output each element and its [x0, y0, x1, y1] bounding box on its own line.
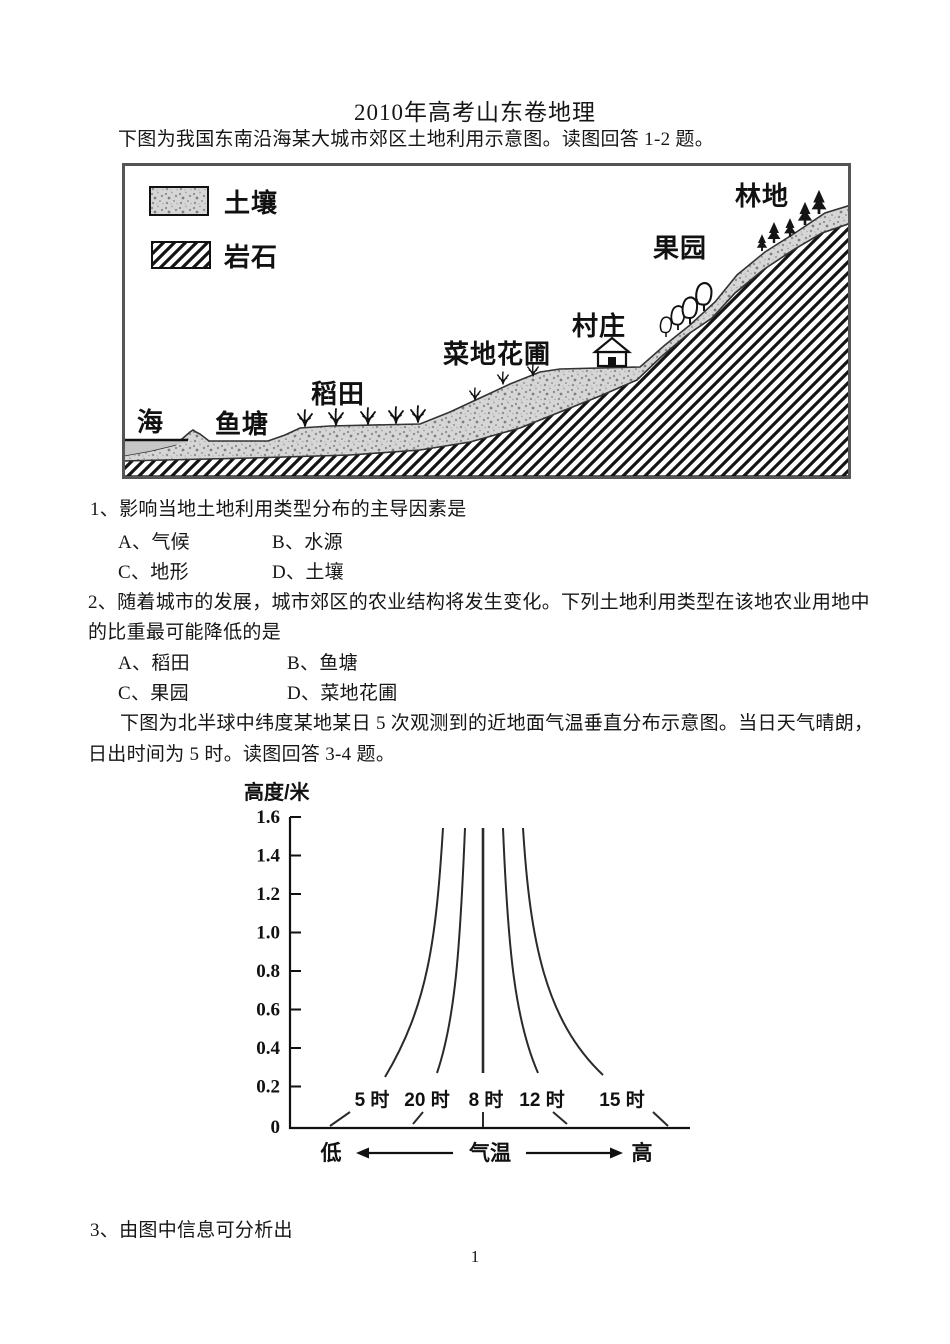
- svg-text:12 时: 12 时: [519, 1089, 564, 1111]
- label-sea: 海: [137, 407, 164, 437]
- q1-option-a: A、气候: [118, 532, 190, 553]
- right-arrow-icon: [526, 1147, 623, 1159]
- chart-axes: [288, 817, 690, 1130]
- q2-option-c: C、果园: [118, 683, 189, 704]
- chart-curve-labels: 5 时 20 时 8 时 12 时 15 时: [355, 1089, 645, 1111]
- legend-soil-swatch: [149, 186, 209, 216]
- q2-option-a: A、稻田: [118, 653, 190, 674]
- landuse-figure: 土壤 岩石 海 鱼塘 稻田 菜地花圃 村庄 果园 林地: [122, 163, 851, 479]
- svg-text:0: 0: [271, 1117, 281, 1138]
- curve-15h: [522, 827, 604, 1076]
- figure-border: [122, 163, 851, 479]
- legend-rock-swatch: [151, 241, 211, 269]
- label-fish-pond: 鱼塘: [215, 409, 269, 439]
- curve-12h: [502, 827, 539, 1074]
- soil-area: [122, 204, 851, 462]
- svg-text:1.4: 1.4: [256, 846, 280, 867]
- question-1: 1、影响当地土地利用类型分布的主导因素是: [90, 499, 467, 520]
- label-vegetable-garden: 菜地花圃: [442, 339, 551, 369]
- temperature-profile-chart: 高度/米 1.6 1.4 1.2 1.0 0.8 0.6 0.4 0.2 0: [244, 780, 690, 1165]
- q2-option-b: B、鱼塘: [287, 653, 358, 674]
- svg-text:1.0: 1.0: [256, 923, 280, 944]
- svg-text:15 时: 15 时: [599, 1089, 644, 1111]
- chart-x-low-label: 低: [320, 1141, 342, 1165]
- question-2-line2: 的比重最可能降低的是: [88, 622, 282, 643]
- chart-x-high-label: 高: [632, 1141, 653, 1165]
- label-forest: 林地: [735, 181, 789, 211]
- curve-20h: [436, 827, 466, 1074]
- intro-paragraph-1: 下图为我国东南沿海某大城市郊区土地利用示意图。读图回答 1-2 题。: [118, 129, 715, 150]
- intro-paragraph-2-line2: 日出时间为 5 时。读图回答 3-4 题。: [88, 744, 396, 765]
- q1-option-c: C、地形: [118, 562, 189, 583]
- page-number: 1: [470, 1247, 480, 1266]
- page-title: 2010年高考山东卷地理: [354, 100, 596, 125]
- chart-xlabel: 气温: [468, 1141, 511, 1165]
- curve-5h: [384, 827, 444, 1078]
- svg-text:0.4: 0.4: [256, 1038, 280, 1059]
- question-2-line1: 2、随着城市的发展，城市郊区的农业结构将发生变化。下列土地利用类型在该地农业用地…: [88, 592, 870, 613]
- q1-option-b: B、水源: [272, 532, 343, 553]
- chart-curves: [384, 827, 604, 1078]
- svg-text:1.6: 1.6: [256, 807, 280, 828]
- chart-yticks: [290, 816, 301, 1088]
- svg-text:20 时: 20 时: [404, 1089, 449, 1111]
- left-arrow-icon: [356, 1147, 453, 1159]
- svg-text:5 时: 5 时: [355, 1089, 390, 1111]
- chart-curve-foot-dashes: [329, 1111, 669, 1127]
- house-icon: [591, 336, 633, 368]
- svg-text:8 时: 8 时: [469, 1089, 504, 1111]
- chart-ytick-labels: 1.6 1.4 1.2 1.0 0.8 0.6 0.4 0.2 0: [256, 807, 280, 1138]
- label-orchard: 果园: [653, 233, 707, 263]
- label-paddy: 稻田: [311, 379, 365, 409]
- sea-water: [122, 441, 188, 456]
- svg-text:1.2: 1.2: [256, 884, 280, 905]
- intro-paragraph-2-line1: 下图为北半球中纬度某地某日 5 次观测到的近地面气温垂直分布示意图。当日天气晴朗…: [120, 713, 874, 734]
- label-village: 村庄: [572, 311, 626, 341]
- legend-rock-label: 岩石: [223, 242, 278, 272]
- legend-soil-label: 土壤: [224, 188, 278, 218]
- svg-text:0.2: 0.2: [256, 1077, 280, 1098]
- question-3: 3、由图中信息可分析出: [90, 1220, 293, 1241]
- svg-text:0.8: 0.8: [256, 961, 280, 982]
- q1-option-d: D、土壤: [272, 562, 344, 583]
- q2-option-d: D、菜地花圃: [287, 683, 398, 704]
- chart-ylabel: 高度/米: [244, 780, 311, 804]
- svg-text:0.6: 0.6: [256, 1000, 280, 1021]
